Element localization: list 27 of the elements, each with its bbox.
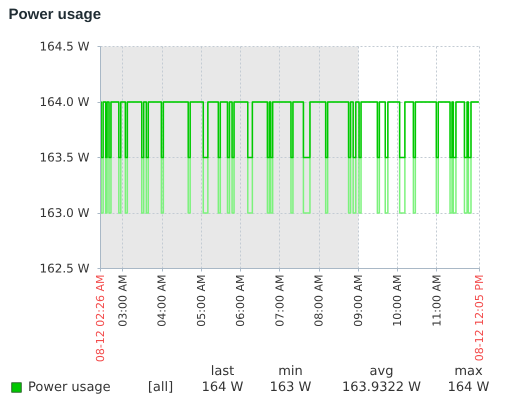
- x-tick-label: 07:00 AM: [273, 274, 286, 327]
- x-tick-label: 08:00 AM: [312, 274, 326, 327]
- chart-title: Power usage: [8, 6, 102, 23]
- text: min: [278, 364, 303, 379]
- y-tick-label: 163.0 W: [39, 206, 90, 220]
- y-tick-label: 164.0 W: [39, 95, 90, 109]
- x-tick-label: 05:00 AM: [194, 274, 208, 327]
- legend-label: Power usage: [28, 379, 111, 395]
- text: avg: [370, 364, 394, 379]
- x-tick-label: 03:00 AM: [116, 274, 130, 327]
- text: 163 W: [270, 380, 312, 395]
- y-tick-label: 164.5 W: [39, 40, 90, 54]
- x-tick-label: 09:00 AM: [352, 274, 365, 327]
- text: 163.9322 W: [342, 380, 422, 395]
- text: last: [210, 364, 234, 379]
- x-tick-label: 08-12 02:26 AM: [94, 274, 107, 362]
- text: 164 W: [202, 380, 244, 395]
- text: max: [454, 364, 483, 379]
- y-tick-label: 163.5 W: [39, 150, 90, 164]
- x-tick-label: 08-12 12:05 PM: [473, 274, 486, 362]
- x-tick-label: 10:00 AM: [391, 274, 404, 327]
- y-tick-label: 162.5 W: [39, 262, 90, 276]
- text: [all]: [148, 380, 174, 395]
- x-tick-label: 06:00 AM: [234, 274, 248, 327]
- x-tick-label: 11:00 AM: [430, 274, 444, 327]
- text: 164 W: [448, 380, 490, 395]
- x-tick-label: 04:00 AM: [156, 274, 169, 327]
